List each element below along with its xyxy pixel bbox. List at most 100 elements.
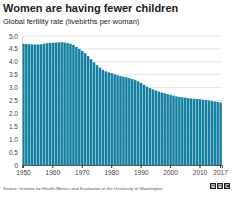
bar <box>31 45 34 165</box>
bar <box>211 101 214 165</box>
bar <box>40 44 43 165</box>
bar <box>134 80 137 165</box>
bar <box>96 65 99 165</box>
plot: 00.51.01.52.02.53.03.54.04.55.0195019601… <box>9 33 228 176</box>
x-tick-label: 2000 <box>163 169 178 176</box>
bar <box>66 43 69 165</box>
x-tick: 1970 <box>75 165 90 176</box>
bar <box>110 73 113 165</box>
bar <box>99 68 102 165</box>
bar <box>175 96 178 165</box>
logo-box <box>224 183 230 189</box>
bar <box>125 77 128 165</box>
bar <box>49 43 52 165</box>
x-tick-label: 2017 <box>213 169 228 176</box>
y-tick-label: 4.5 <box>9 45 18 52</box>
bar <box>163 93 166 165</box>
x-tick-label: 1970 <box>75 169 90 176</box>
bar <box>84 53 87 165</box>
bar <box>208 101 211 166</box>
x-tick: 1990 <box>134 165 149 176</box>
bar <box>160 93 163 165</box>
bar <box>199 99 202 165</box>
bar <box>28 44 31 165</box>
x-tick: 2000 <box>163 165 178 176</box>
bar <box>34 45 37 165</box>
x-tick-mark <box>82 165 83 168</box>
x-tick-label: 1990 <box>134 169 149 176</box>
y-tick: 0.5 <box>9 149 22 156</box>
bar <box>93 62 96 165</box>
bar <box>116 75 119 165</box>
bar <box>43 44 46 165</box>
bar <box>196 99 199 165</box>
logo-box <box>210 183 216 189</box>
bar <box>119 76 122 165</box>
bar <box>113 74 116 165</box>
bar <box>87 56 90 165</box>
source: Source: Institute for Health Metrics and… <box>3 186 163 191</box>
y-axis: 0 0.5 1.0 1.5 2.0 2.5 3.0 3.5 4.0 4.5 5.0 <box>9 33 23 169</box>
x-tick-mark <box>141 165 142 168</box>
bar <box>155 90 158 165</box>
y-tick: 1.5 <box>9 123 22 130</box>
logo-box <box>217 183 223 189</box>
x-tick-mark <box>52 165 53 168</box>
x-tick-label: 1980 <box>104 169 119 176</box>
subtitle: Global fertility rate (livebirths per wo… <box>3 17 140 26</box>
y-tick-label: 5.0 <box>9 33 18 40</box>
x-axis: 19501960197019801990200020102017 <box>16 165 228 176</box>
y-tick: 1.0 <box>9 136 22 143</box>
bar <box>190 98 193 165</box>
bar <box>63 42 66 165</box>
y-tick-label: 0 <box>14 162 18 169</box>
grid-line <box>22 36 222 37</box>
x-tick: 1960 <box>46 165 61 176</box>
bar <box>102 70 105 165</box>
y-tick-label: 4.0 <box>9 58 18 65</box>
bar <box>143 85 146 165</box>
bar <box>158 91 161 165</box>
bar <box>181 97 184 165</box>
bar <box>90 59 93 165</box>
bar <box>146 87 149 165</box>
y-tick: 3.0 <box>9 84 22 91</box>
y-tick-label: 1.0 <box>9 136 18 143</box>
bar <box>108 72 111 165</box>
bar <box>52 43 55 165</box>
bar <box>169 95 172 165</box>
bar <box>219 103 222 165</box>
bar <box>46 43 49 165</box>
bar <box>105 71 108 165</box>
bar <box>57 42 60 165</box>
y-tick: 2.5 <box>9 97 22 104</box>
x-tick-mark <box>111 165 112 168</box>
bar <box>178 97 181 165</box>
bar <box>131 79 134 165</box>
bar <box>75 47 78 165</box>
y-tick-label: 0.5 <box>9 149 18 156</box>
y-tick-label: 2.0 <box>9 110 18 117</box>
bar <box>205 100 208 165</box>
x-tick-mark <box>199 165 200 168</box>
bars <box>22 42 222 165</box>
bar <box>193 99 196 165</box>
chart: Women are having fewer childrenGlobal fe… <box>0 0 234 200</box>
bar <box>152 89 155 165</box>
x-tick-label: 2010 <box>193 169 208 176</box>
bar <box>60 42 63 165</box>
bar <box>69 44 72 165</box>
bar <box>184 98 187 165</box>
bar <box>149 88 152 165</box>
bar <box>78 49 81 165</box>
x-tick-label: 1960 <box>46 169 61 176</box>
bar <box>166 94 169 165</box>
y-tick-label: 2.5 <box>9 97 18 104</box>
y-tick: 4.0 <box>9 58 22 65</box>
x-tick: 2010 <box>193 165 208 176</box>
y-tick: 3.5 <box>9 71 22 78</box>
bar <box>140 83 143 165</box>
bar <box>128 78 131 165</box>
y-tick: 0 <box>14 162 22 169</box>
bar <box>213 102 216 165</box>
